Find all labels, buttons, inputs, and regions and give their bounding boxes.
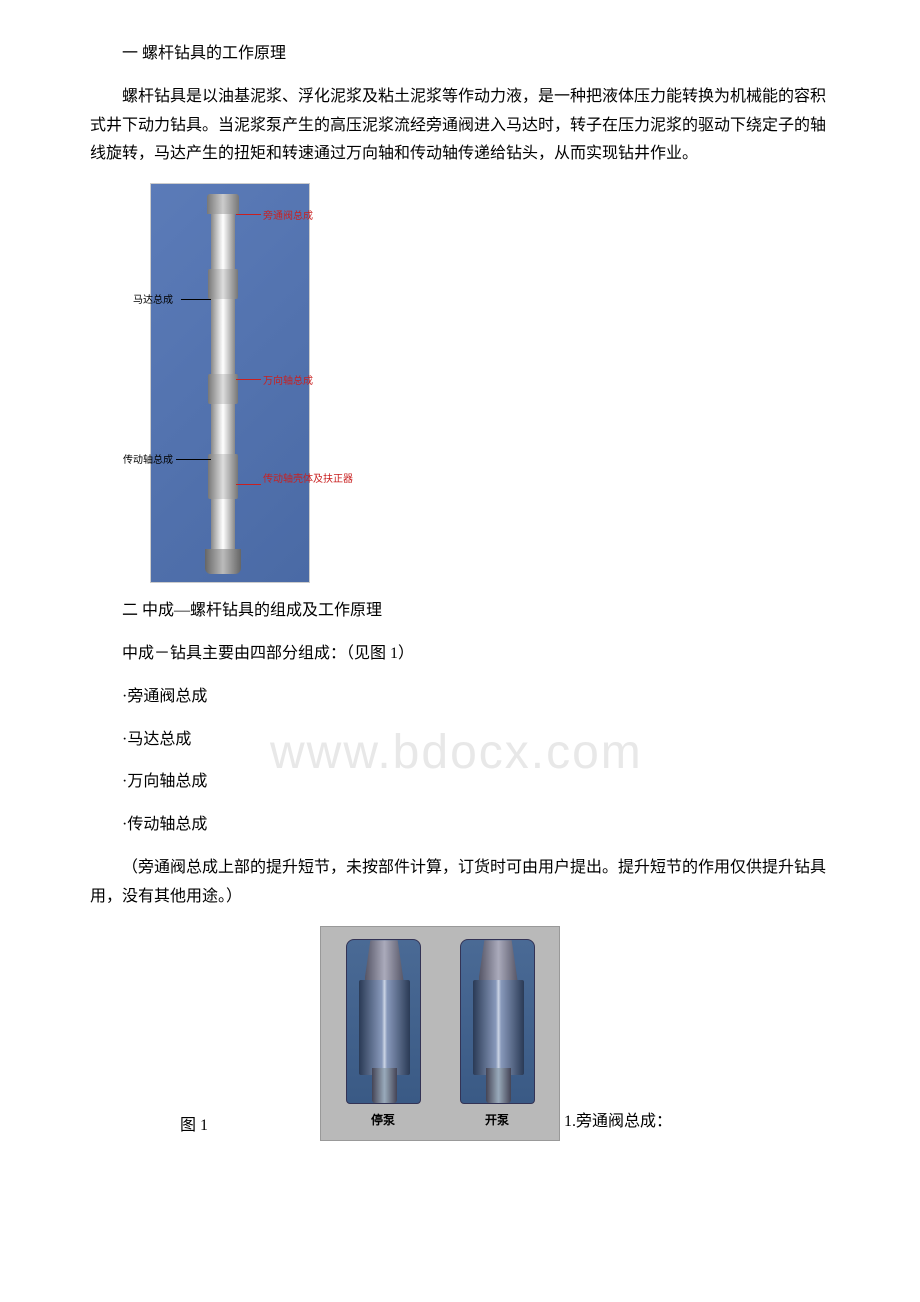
valve-stop-body (359, 980, 410, 1075)
figure1-row: 图 1 停泵 开泵 1.旁通阀总成： (90, 926, 830, 1141)
label-line-5 (236, 484, 261, 485)
page-content: www.bdocx.com 一 螺杆钻具的工作原理 螺杆钻具是以油基泥浆、浮化泥… (90, 40, 830, 1141)
valve-start-unit: 开泵 (460, 939, 535, 1132)
section2-title: 二 中成—螺杆钻具的组成及工作原理 (90, 597, 830, 626)
figure1-label: 图 1 (180, 1092, 320, 1141)
valve-start-stem (486, 1068, 511, 1103)
label-line-1 (236, 214, 261, 215)
drill-section-universal (208, 374, 238, 404)
label-motor: 马达总成 (133, 292, 173, 310)
valve-stop-unit: 停泵 (346, 939, 421, 1132)
component-item-3: ·万向轴总成 (90, 768, 830, 797)
label-line-2 (181, 299, 211, 300)
section1-paragraph: 螺杆钻具是以油基泥浆、浮化泥浆及粘土泥浆等作动力液，是一种把液体压力能转换为机械… (90, 83, 830, 169)
valve-stop (346, 939, 421, 1104)
label-universal: 万向轴总成 (263, 373, 313, 391)
label-drive-shaft: 传动轴总成 (123, 452, 173, 470)
section1-title: 一 螺杆钻具的工作原理 (90, 40, 830, 69)
label-bypass-valve: 旁通阀总成 (263, 208, 313, 226)
label-drive-housing: 传动轴壳体及扶正器 (263, 474, 353, 486)
drilltool-diagram: 旁通阀总成 马达总成 万向轴总成 传动轴总成 传动轴壳体及扶正器 (150, 183, 310, 583)
drill-section-drive (208, 454, 238, 499)
valve-start (460, 939, 535, 1104)
valve-start-caption: 开泵 (485, 1110, 509, 1132)
valve-start-body (473, 980, 524, 1075)
valve-diagram: 停泵 开泵 (320, 926, 560, 1141)
section2-intro: 中成－钻具主要由四部分组成：（见图 1） (90, 640, 830, 669)
component-item-1: ·旁通阀总成 (90, 683, 830, 712)
component-item-2: ·马达总成 (90, 726, 830, 755)
valve-stop-caption: 停泵 (371, 1110, 395, 1132)
drilltool-body (211, 194, 235, 574)
label-line-4 (176, 459, 211, 460)
component-item-4: ·传动轴总成 (90, 811, 830, 840)
diagram1-container: 旁通阀总成 马达总成 万向轴总成 传动轴总成 传动轴壳体及扶正器 (90, 183, 830, 583)
section2-note: （旁通阀总成上部的提升短节，未按部件计算，订货时可由用户提出。提升短节的作用仅供… (90, 854, 830, 912)
label-line-3 (236, 379, 261, 380)
drill-section-motor (208, 269, 238, 299)
valve-stop-stem (372, 1068, 397, 1103)
figure1-inline-caption: 1.旁通阀总成： (564, 1108, 672, 1137)
